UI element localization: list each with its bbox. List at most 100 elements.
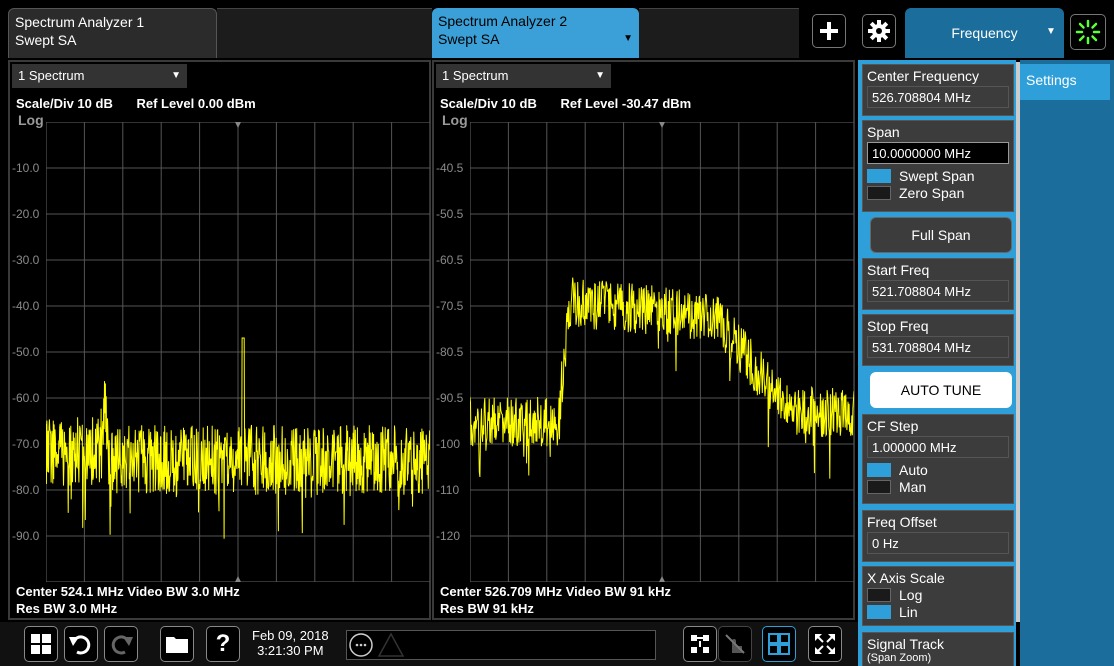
spectrum-window-2[interactable]: 1 Spectrum ▼ Scale/Div 10 dB Ref Level -… bbox=[432, 60, 855, 620]
center-videobw-label: Center 526.709 MHz Video BW 91 kHz bbox=[440, 584, 671, 599]
stop-freq-control[interactable]: Stop Freq 531.708804 MHz bbox=[862, 314, 1014, 366]
spectrum-trace bbox=[46, 337, 430, 539]
swept-span-radio[interactable]: Swept Span bbox=[867, 168, 1009, 184]
x-axis-log-radio[interactable]: Log bbox=[867, 587, 1009, 603]
center-marker bbox=[659, 576, 665, 582]
date-time: Feb 09, 2018 3:21:30 PM bbox=[252, 628, 329, 658]
scale-div-label: Scale/Div 10 dB bbox=[16, 96, 113, 111]
trace-graticule[interactable] bbox=[46, 122, 430, 582]
control-value[interactable]: 1.000000 MHz bbox=[867, 436, 1009, 458]
control-sublabel: (Span Zoom) bbox=[867, 652, 932, 664]
question-mark-icon: ? bbox=[215, 630, 231, 657]
resbw-label: Res BW 3.0 MHz bbox=[16, 601, 118, 616]
chevron-down-icon[interactable]: ▼ bbox=[623, 33, 633, 44]
radio-indicator bbox=[867, 186, 891, 200]
center-frequency-control[interactable]: Center Frequency 526.708804 MHz bbox=[862, 64, 1014, 116]
resbw-label: Res BW 91 kHz bbox=[440, 601, 534, 616]
maximize-button[interactable] bbox=[808, 626, 842, 662]
busy-indicator-button[interactable] bbox=[1070, 14, 1106, 50]
settings-button[interactable] bbox=[862, 14, 896, 48]
center-marker bbox=[235, 576, 241, 582]
freq-offset-control[interactable]: Freq Offset 0 Hz bbox=[862, 510, 1014, 562]
y-axis-tick-label: -40.0 bbox=[12, 299, 40, 313]
view-selector[interactable]: 1 Spectrum ▼ bbox=[12, 64, 187, 88]
chevron-down-icon: ▼ bbox=[171, 70, 181, 81]
plus-icon bbox=[820, 22, 838, 40]
auto-tune-button[interactable]: AUTO TUNE bbox=[870, 372, 1012, 408]
radio-indicator bbox=[867, 169, 891, 183]
cf-step-auto-radio[interactable]: Auto bbox=[867, 462, 1009, 478]
menu-scrollbar[interactable] bbox=[1016, 62, 1020, 622]
full-span-button[interactable]: Full Span bbox=[870, 217, 1012, 253]
scale-info: Scale/Div 10 dB Ref Level 0.00 dBm bbox=[16, 96, 276, 111]
radio-label: Man bbox=[899, 479, 927, 495]
radio-indicator bbox=[867, 588, 891, 602]
y-axis-tick-label: -80.5 bbox=[436, 345, 464, 359]
chevron-down-icon[interactable]: ▼ bbox=[1046, 26, 1056, 37]
view-selector[interactable]: 1 Spectrum ▼ bbox=[436, 64, 611, 88]
control-label: CF Step bbox=[867, 418, 919, 434]
control-label: Stop Freq bbox=[867, 318, 929, 334]
radio-label: Lin bbox=[899, 604, 918, 620]
center-marker bbox=[659, 122, 665, 128]
span-control[interactable]: Span 10.0000000 MHz Swept Span Zero Span bbox=[862, 120, 1014, 212]
cf-step-control[interactable]: CF Step 1.000000 MHz Auto Man bbox=[862, 414, 1014, 504]
control-label: Start Freq bbox=[867, 262, 930, 278]
message-area[interactable] bbox=[346, 630, 656, 660]
radio-label: Log bbox=[899, 587, 923, 603]
radio-label: Swept Span bbox=[899, 168, 975, 184]
touch-off-button[interactable] bbox=[718, 626, 752, 662]
control-label: X Axis Scale bbox=[867, 570, 945, 586]
submenu-tab-settings[interactable]: Settings bbox=[1020, 64, 1110, 100]
spectrum-window-1[interactable]: 1 Spectrum ▼ Scale/Div 10 dB Ref Level 0… bbox=[8, 60, 431, 620]
undo-icon bbox=[69, 635, 91, 655]
tile-layout-button[interactable] bbox=[683, 626, 717, 662]
control-value[interactable]: 521.708804 MHz bbox=[867, 280, 1009, 302]
control-label: Span bbox=[867, 124, 900, 140]
view-selector-label: 1 Spectrum bbox=[442, 68, 509, 83]
multi-screen-button[interactable] bbox=[762, 626, 796, 662]
tab-title: Spectrum Analyzer 1 bbox=[15, 14, 145, 30]
cf-step-man-radio[interactable]: Man bbox=[867, 479, 1009, 495]
chevron-down-icon: ▼ bbox=[595, 70, 605, 81]
windows-start-button[interactable] bbox=[24, 626, 58, 662]
scale-div-label: Scale/Div 10 dB bbox=[440, 96, 537, 111]
menu-panel-tab-frequency[interactable]: Frequency bbox=[905, 8, 1064, 58]
y-axis-tick-label: -60.5 bbox=[436, 253, 464, 267]
signal-track-control[interactable]: Signal Track (Span Zoom) bbox=[862, 632, 1014, 666]
x-axis-lin-radio[interactable]: Lin bbox=[867, 604, 1009, 620]
x-axis-scale-control[interactable]: X Axis Scale Log Lin bbox=[862, 566, 1014, 626]
y-axis-tick-label: -20.0 bbox=[12, 207, 40, 221]
windows-icon bbox=[31, 634, 51, 654]
spectrum-trace bbox=[470, 277, 854, 479]
message-icon[interactable] bbox=[347, 631, 411, 659]
y-axis-tick-label: -70.5 bbox=[436, 299, 464, 313]
folder-icon bbox=[166, 637, 188, 653]
control-value[interactable]: 526.708804 MHz bbox=[867, 86, 1009, 108]
y-axis-tick-label: -50.0 bbox=[12, 345, 40, 359]
y-axis-tick-label: -100 bbox=[436, 437, 461, 451]
y-axis-tick-label: -120 bbox=[436, 529, 461, 543]
control-value[interactable]: 531.708804 MHz bbox=[867, 336, 1009, 358]
redo-icon bbox=[111, 635, 133, 655]
trace-graticule[interactable] bbox=[470, 122, 854, 582]
y-axis-tick-label: -80.0 bbox=[12, 483, 40, 497]
undo-button[interactable] bbox=[64, 626, 98, 662]
screen-tab-spectrum-analyzer-2[interactable]: Spectrum Analyzer 2 Swept SA ▼ bbox=[432, 8, 639, 58]
help-button[interactable]: ? bbox=[206, 626, 240, 662]
add-screen-button[interactable] bbox=[812, 14, 846, 48]
start-freq-control[interactable]: Start Freq 521.708804 MHz bbox=[862, 258, 1014, 310]
redo-button[interactable] bbox=[104, 626, 138, 662]
control-value[interactable]: 0 Hz bbox=[867, 532, 1009, 554]
log-scale-label: Log bbox=[18, 112, 44, 128]
control-label: Signal Track bbox=[867, 636, 945, 652]
file-button[interactable] bbox=[160, 626, 194, 662]
tab-title: Spectrum Analyzer 2 bbox=[438, 13, 568, 29]
screen-tab-spectrum-analyzer-1[interactable]: Spectrum Analyzer 1 Swept SA bbox=[8, 8, 217, 58]
y-axis-tick-label: -70.0 bbox=[12, 437, 40, 451]
y-axis-tick-label: -110 bbox=[436, 483, 460, 497]
span-input[interactable]: 10.0000000 MHz bbox=[867, 142, 1009, 164]
zero-span-radio[interactable]: Zero Span bbox=[867, 185, 1009, 201]
multi-window-icon bbox=[768, 633, 790, 655]
y-axis-tick-label: -50.5 bbox=[436, 207, 464, 221]
